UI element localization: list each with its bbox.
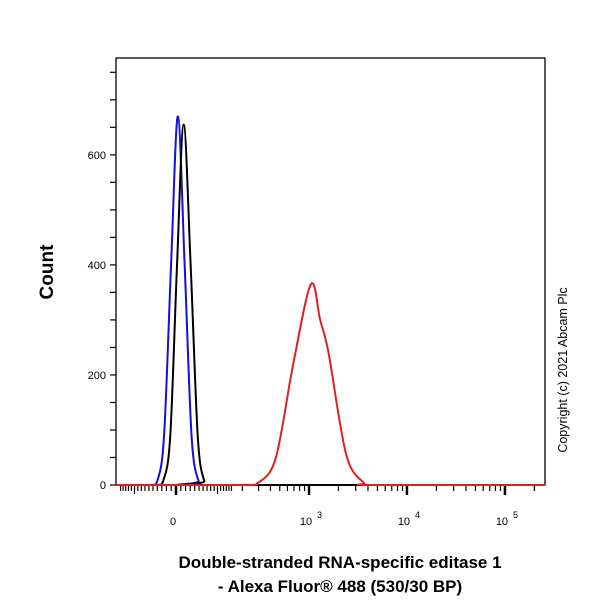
x-axis-label-line1: Double-stranded RNA-specific editase 1 — [178, 553, 501, 572]
x-tick-exponent: 4 — [415, 510, 420, 520]
y-tick-label: 0 — [100, 480, 106, 492]
series-red-line — [116, 282, 545, 487]
y-tick-label: 600 — [88, 150, 106, 162]
y-tick-label: 400 — [88, 260, 106, 272]
x-tick-label: 10 — [300, 516, 312, 528]
copyright-text: Copyright (c) 2021 Abcam Plc — [556, 287, 570, 452]
x-axis-label-line2: - Alexa Fluor® 488 (530/30 BP) — [218, 577, 462, 596]
plot-frame — [115, 57, 546, 486]
x-tick-label: 0 — [170, 516, 176, 528]
x-tick-label: 10 — [398, 516, 410, 528]
y-tick-label: 200 — [88, 370, 106, 382]
y-axis-label: Count — [37, 244, 58, 300]
x-tick-exponent: 3 — [317, 510, 322, 520]
x-tick-exponent: 5 — [513, 510, 518, 520]
x-tick-label: 10 — [496, 516, 508, 528]
